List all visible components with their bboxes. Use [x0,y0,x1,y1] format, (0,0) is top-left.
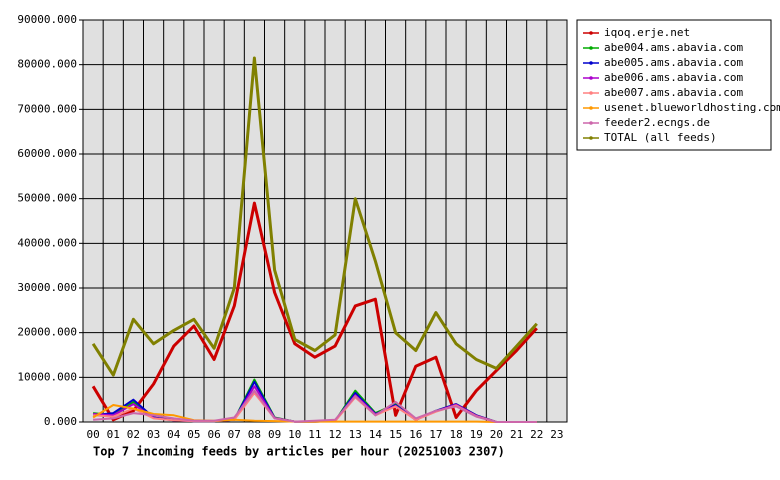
legend-label: usenet.blueworldhosting.com [604,101,780,114]
legend-marker [589,121,593,125]
x-tick-label: 15 [389,428,402,441]
legend-label: TOTAL (all feeds) [604,131,717,144]
x-tick-label: 09 [268,428,281,441]
x-tick-label: 02 [127,428,140,441]
x-tick-label: 16 [409,428,422,441]
x-tick-label: 14 [369,428,383,441]
legend-marker [589,91,593,95]
x-tick-label: 05 [187,428,200,441]
legend-marker [589,106,593,110]
x-tick-label: 06 [207,428,220,441]
x-tick-label: 10 [288,428,301,441]
y-tick-label: 40000.000 [17,236,77,249]
x-tick-label: 19 [470,428,483,441]
legend-label: abe006.ams.abavia.com [604,71,743,84]
x-tick-label: 04 [167,428,181,441]
x-tick-label: 01 [107,428,120,441]
y-tick-label: 90000.000 [17,13,77,26]
legend-marker [589,136,593,140]
legend-label: abe007.ams.abavia.com [604,86,743,99]
x-tick-label: 13 [349,428,362,441]
x-tick-label: 22 [530,428,543,441]
series-line [91,56,538,377]
legend-marker [589,76,593,80]
y-tick-label: 60000.000 [17,147,77,160]
x-tick-label: 21 [510,428,523,441]
chart-title: Top 7 incoming feeds by articles per hou… [93,445,505,459]
x-tick-label: 07 [228,428,241,441]
legend-marker [589,31,593,35]
legend-marker [589,61,593,65]
legend-marker [589,46,593,50]
x-tick-label: 11 [308,428,321,441]
y-tick-label: 10000.000 [17,370,77,383]
y-tick-label: 20000.000 [17,326,77,339]
x-tick-label: 23 [550,428,563,441]
legend [576,19,772,151]
series-line [93,389,537,423]
y-tick-label: 80000.000 [17,58,77,71]
x-tick-label: 08 [248,428,261,441]
legend-label: feeder2.ecngs.de [604,116,710,129]
y-tick-label: 70000.000 [17,102,77,115]
legend-label: abe004.ams.abavia.com [604,41,743,54]
x-tick-label: 17 [429,428,442,441]
y-tick-label: 50000.000 [17,192,77,205]
y-tick-label: 30000.000 [17,281,77,294]
y-tick-label: 0.000 [44,415,77,428]
x-tick-label: 18 [449,428,462,441]
legend-label: iqoq.erje.net [604,26,690,39]
x-tick-label: 20 [490,428,503,441]
x-tick-label: 03 [147,428,160,441]
legend-label: abe005.ams.abavia.com [604,56,743,69]
x-tick-label: 12 [328,428,341,441]
x-tick-label: 00 [86,428,99,441]
